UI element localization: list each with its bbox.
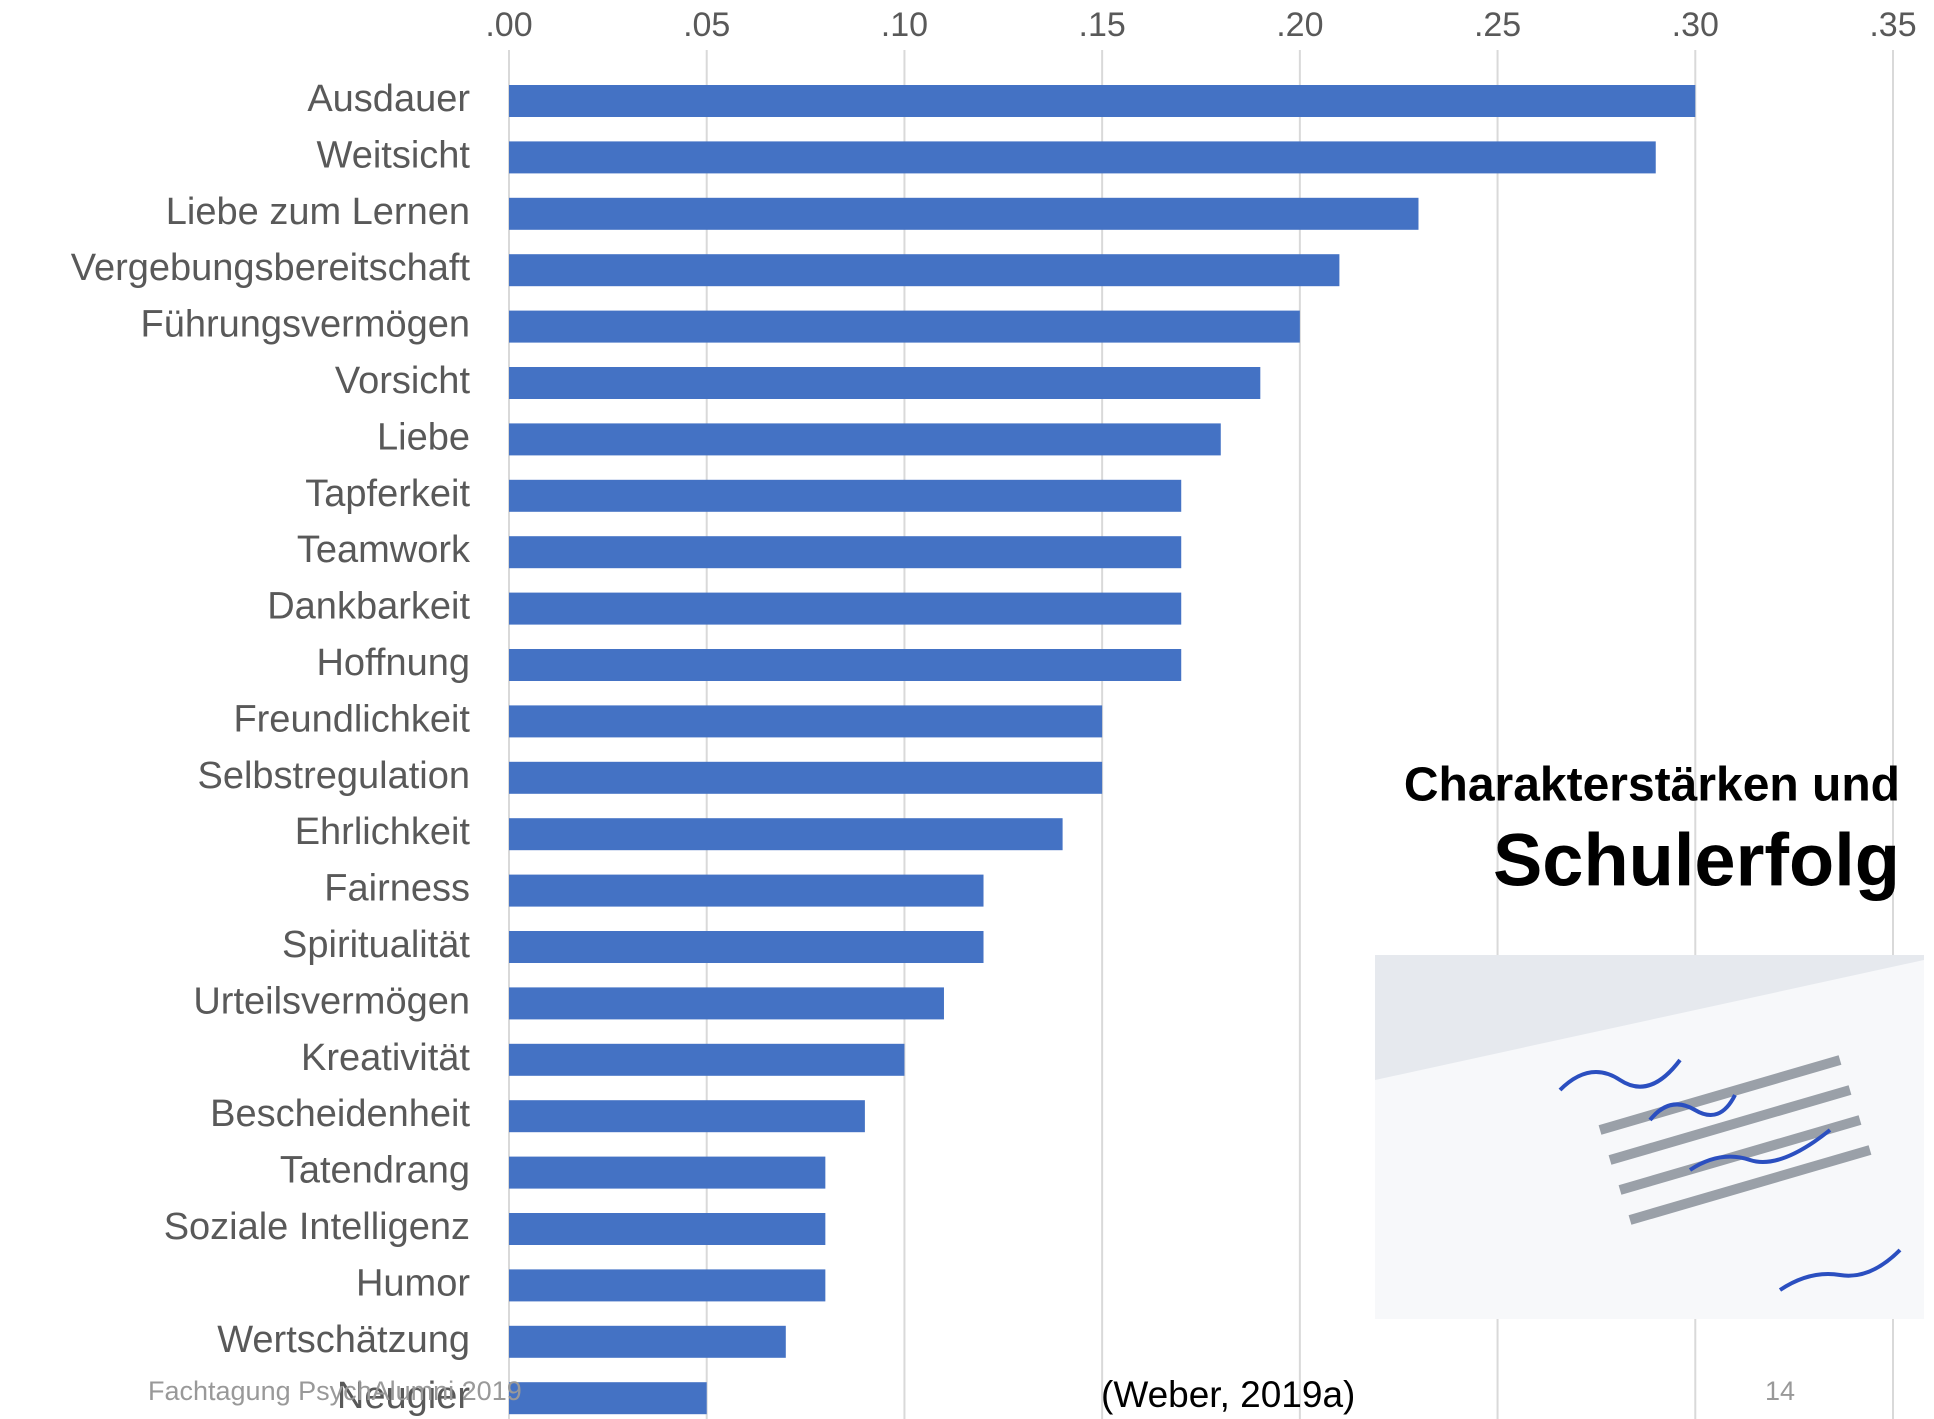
y-tick-label: Humor <box>356 1262 470 1304</box>
y-tick-label: Soziale Intelligenz <box>164 1206 470 1248</box>
bar <box>509 536 1182 569</box>
bar <box>509 85 1696 117</box>
y-tick-label: Selbstregulation <box>197 755 470 797</box>
y-tick-label: Fairness <box>324 868 470 910</box>
y-tick-label: Freundlichkeit <box>233 698 470 740</box>
x-tick-label: .00 <box>485 6 532 44</box>
bar <box>509 592 1182 625</box>
footer: Fachtagung PsychAlumni 2019 <box>148 1376 522 1406</box>
bar <box>509 649 1182 681</box>
bar <box>509 1100 865 1133</box>
slide-title: Schulerfolg <box>1493 819 1900 902</box>
slide-title: Charakterstärken und <box>1404 759 1900 812</box>
y-tick-label: Vergebungsbereitschaft <box>71 247 471 289</box>
x-tick-label: .05 <box>683 6 730 44</box>
y-tick-label: Liebe zum Lernen <box>166 191 470 233</box>
y-tick-label: Wertschätzung <box>217 1319 470 1361</box>
bar <box>509 874 984 907</box>
bar <box>509 1382 707 1415</box>
y-tick-label: Liebe <box>377 416 470 458</box>
bar <box>509 1043 905 1076</box>
bar <box>509 1325 786 1358</box>
bar <box>509 310 1300 343</box>
bar <box>509 987 944 1020</box>
bar <box>509 1213 826 1245</box>
x-tick-label: .10 <box>881 6 928 44</box>
photo <box>1375 955 1924 1319</box>
photo-paper <box>1375 960 1924 1319</box>
photo-handwriting <box>1558 1058 1902 1292</box>
x-tick-label: .20 <box>1276 6 1323 44</box>
y-tick-label: Tatendrang <box>280 1150 470 1192</box>
y-tick-label: Ausdauer <box>307 78 470 120</box>
bar <box>509 705 1103 738</box>
bar <box>509 423 1221 456</box>
bar <box>509 479 1182 512</box>
x-tick-label: .15 <box>1079 6 1126 44</box>
photo-stripes <box>1598 1055 1872 1225</box>
y-tick-label: Vorsicht <box>335 360 471 402</box>
y-tick-label: Teamwork <box>297 529 471 571</box>
bar <box>509 761 1103 794</box>
bar <box>509 1269 826 1302</box>
x-tick-label: .25 <box>1474 6 1521 44</box>
y-tick-label: Neugier <box>337 1375 470 1417</box>
bar <box>509 197 1419 230</box>
y-tick-label: Ehrlichkeit <box>295 811 471 853</box>
y-tick-label: Bescheidenheit <box>210 1093 470 1135</box>
chart: .00 .05 .10 .15 .20 .25 .30 .35 Ausdauer Weitsich… <box>71 6 1917 1419</box>
bar <box>509 818 1063 851</box>
bar <box>509 367 1261 399</box>
y-tick-label: Urteilsvermögen <box>193 980 470 1022</box>
source: (Weber, 2019a) <box>1101 1374 1355 1415</box>
bar <box>509 141 1656 174</box>
page-number: 14 <box>1765 1376 1795 1406</box>
y-tick-label: Spiritualität <box>282 924 470 966</box>
bar <box>509 931 984 963</box>
y-tick-label: Tapferkeit <box>305 473 470 515</box>
y-tick-label: Weitsicht <box>317 134 471 176</box>
bar <box>509 1156 826 1189</box>
x-tick-label: .30 <box>1672 6 1719 44</box>
y-tick-label: Dankbarkeit <box>267 586 470 628</box>
x-tick-label: .35 <box>1869 6 1916 44</box>
bar <box>509 254 1340 287</box>
y-tick-label: Führungsvermögen <box>140 304 470 346</box>
y-tick-label: Kreativität <box>301 1037 470 1079</box>
y-tick-label: Hoffnung <box>316 642 470 684</box>
